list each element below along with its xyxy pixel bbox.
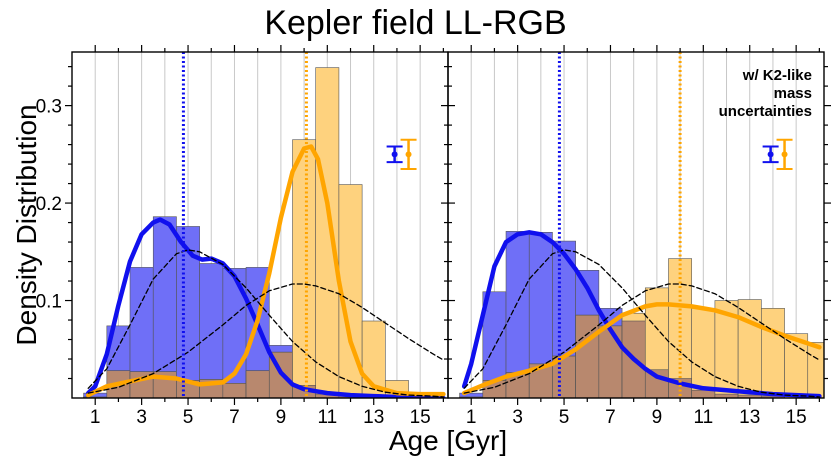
x-tick-label: 5 — [183, 407, 194, 428]
model-curve-dashed — [87, 249, 445, 398]
x-tick-label: 11 — [693, 407, 713, 428]
x-tick-label: 7 — [229, 407, 240, 428]
error-point-blue — [391, 151, 398, 158]
x-tick-label: 15 — [786, 407, 807, 428]
histogram-bar-orange — [737, 299, 762, 398]
x-tick-label: 15 — [410, 407, 431, 428]
y-tick-label: 0.1 — [36, 292, 62, 313]
annotation-line: mass — [774, 85, 812, 102]
kde-curve-blue — [461, 230, 822, 398]
x-axis-title: Age [Gyr] — [389, 425, 507, 456]
error-point-orange — [781, 151, 788, 158]
histogram-bar-blue — [199, 263, 224, 398]
plot-frame — [447, 51, 825, 399]
y-axis-title: Density Distribution — [11, 104, 42, 345]
x-tick-label: 9 — [652, 407, 663, 428]
y-tick-label: 0.3 — [36, 97, 62, 118]
histogram-bar-overlap — [245, 370, 270, 398]
x-tick-label: 1 — [466, 407, 477, 428]
chart-title: Kepler field LL-RGB — [264, 4, 567, 42]
model-curve-dashed — [463, 283, 821, 394]
histogram-bar-orange — [807, 342, 824, 398]
x-tick-label: 13 — [363, 407, 384, 428]
histogram-bar-orange — [315, 67, 340, 398]
plot-area — [83, 52, 446, 398]
kde-curve-orange — [85, 144, 446, 398]
x-tick-label: 11 — [317, 407, 337, 428]
annotation-line: uncertainties — [719, 103, 812, 120]
x-tick-label: 9 — [276, 407, 287, 428]
x-tick-label: 3 — [136, 407, 147, 428]
histogram-bar-orange — [292, 139, 317, 398]
kde-curve-orange — [461, 302, 822, 396]
histogram-bar-overlap — [222, 383, 247, 398]
histogram-bar-overlap — [598, 325, 623, 398]
error-point-blue — [767, 151, 774, 158]
error-point-orange — [405, 151, 412, 158]
model-curve-dashed — [463, 249, 821, 398]
plot-area — [459, 52, 824, 398]
x-tick-label: 1 — [90, 407, 101, 428]
histogram-bar-overlap — [691, 389, 716, 398]
x-tick-label: 13 — [739, 407, 760, 428]
x-tick-label: 3 — [512, 407, 523, 428]
left-panel: 1 3 5 7 9 11 13 150.10.20.3 — [36, 45, 455, 428]
annotation-line: w/ K2-like — [742, 67, 812, 84]
histogram-bar-orange — [761, 308, 785, 398]
x-tick-label: 7 — [605, 407, 616, 428]
x-tick-label: 5 — [559, 407, 570, 428]
y-tick-label: 0.2 — [36, 194, 62, 215]
model-curve-dashed — [87, 283, 445, 394]
